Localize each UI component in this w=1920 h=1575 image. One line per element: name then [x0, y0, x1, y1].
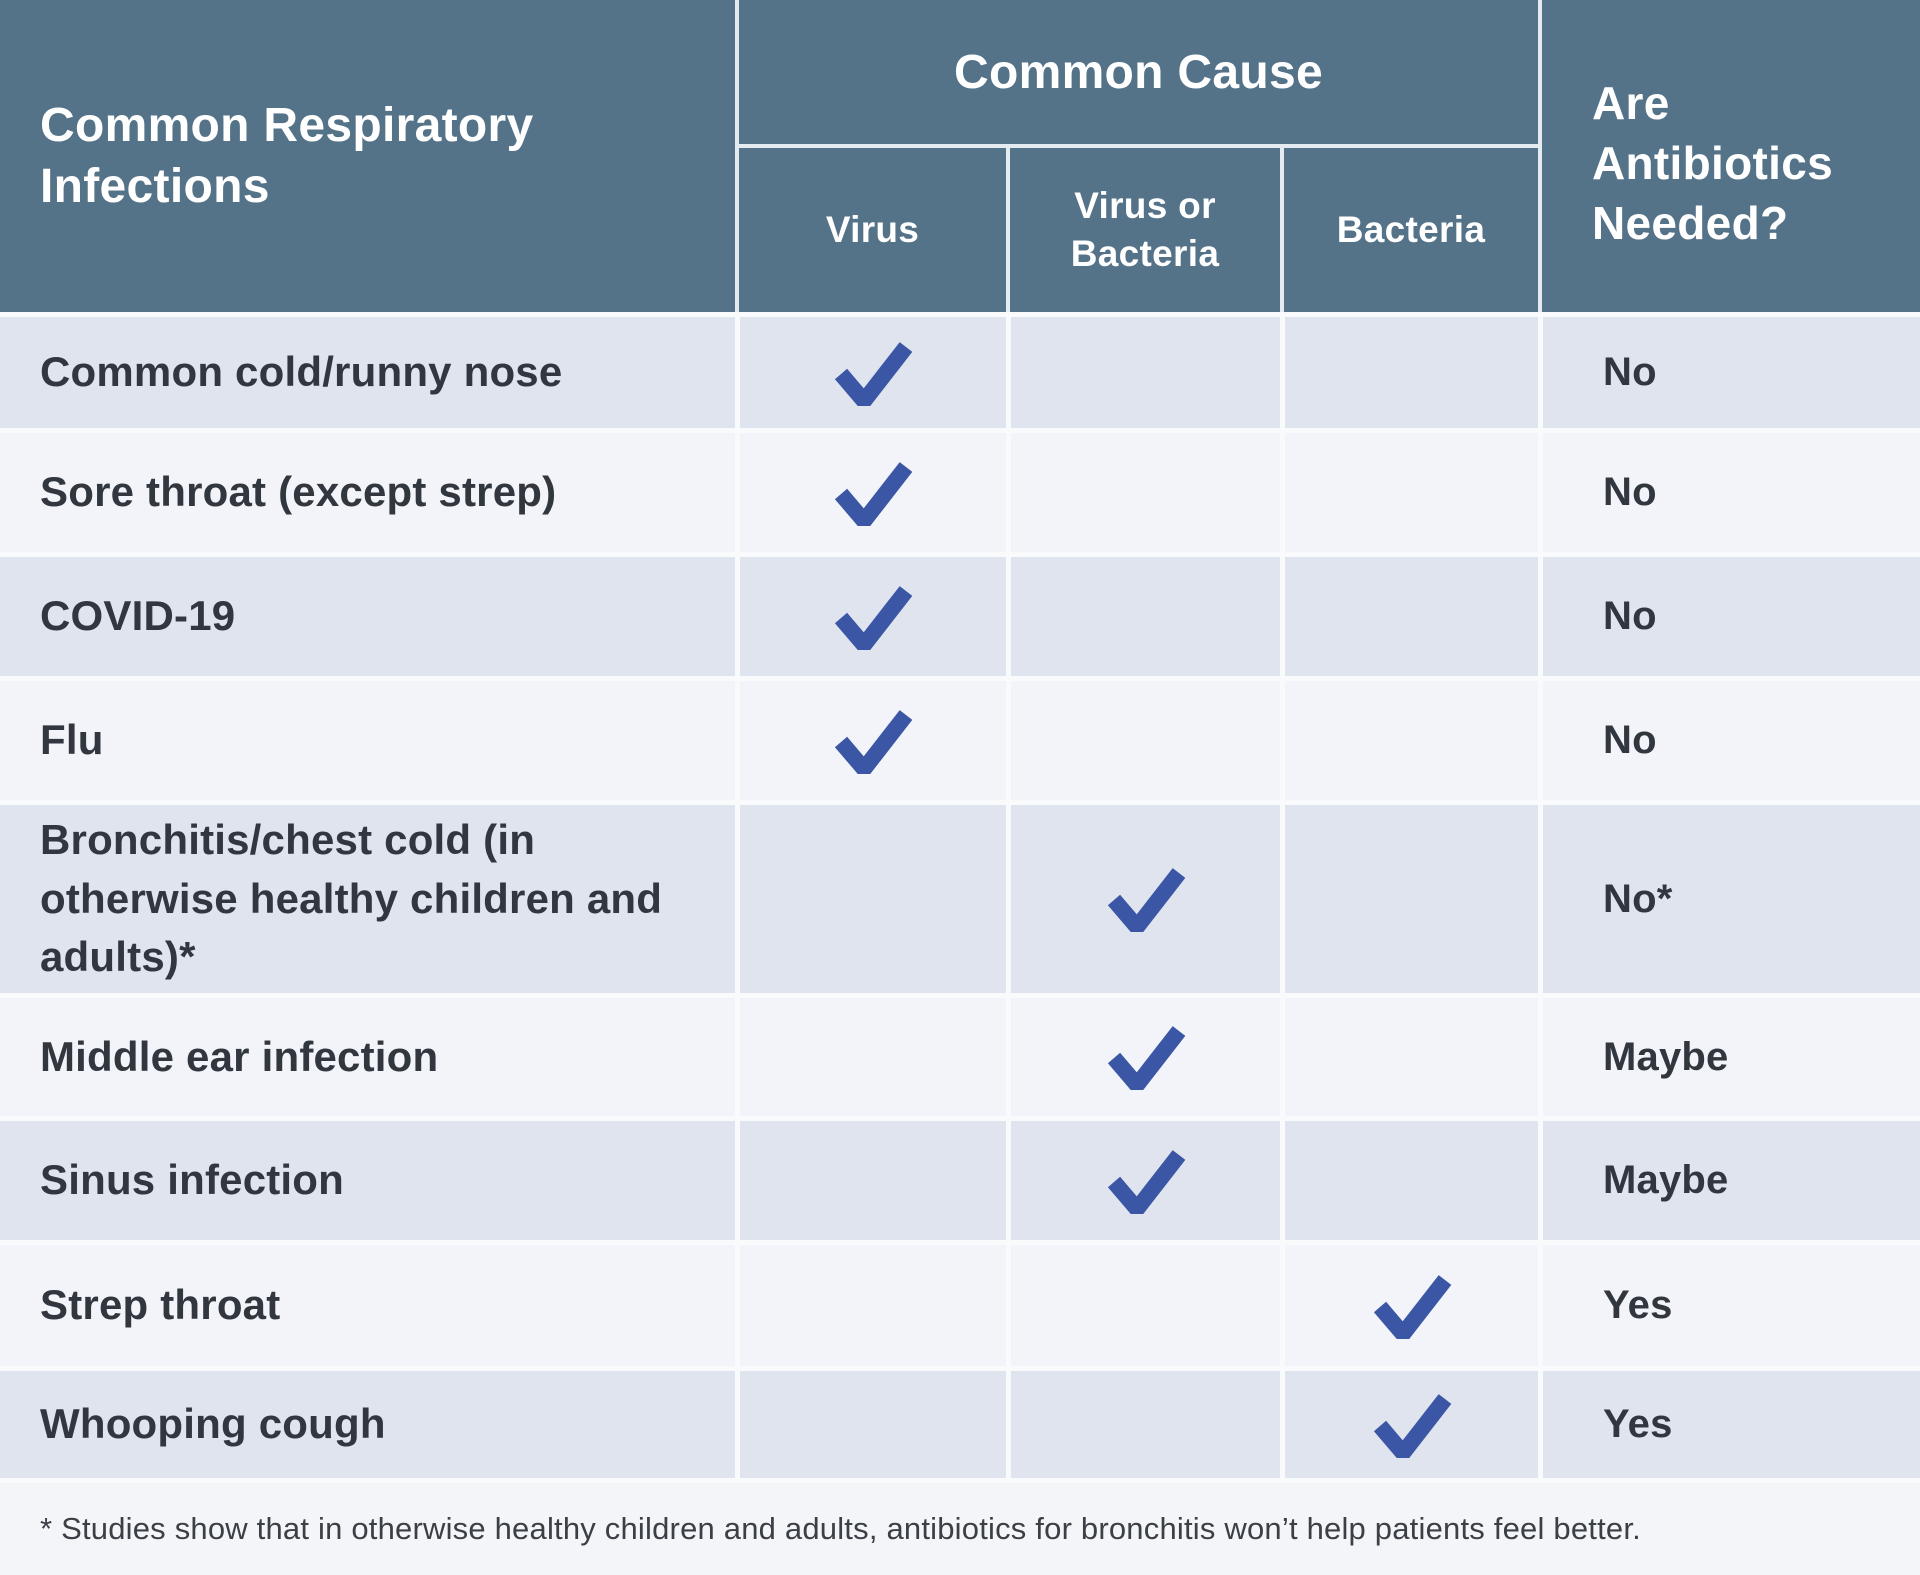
check-icon	[1107, 1149, 1185, 1214]
cause-cell-virus-or-bacteria	[1006, 428, 1280, 552]
check-icon	[1107, 1026, 1185, 1090]
cause-cell-virus-or-bacteria	[1006, 1240, 1280, 1366]
cause-cell-virus-or-bacteria	[1006, 552, 1280, 676]
answer-cell: Yes	[1538, 1240, 1920, 1366]
row-label: Sore throat (except strep)	[0, 428, 735, 552]
cause-cell-virus-or-bacteria	[1006, 800, 1280, 993]
column-header-virus: Virus	[735, 148, 1006, 312]
cause-cell-virus	[735, 552, 1006, 676]
check-icon	[1107, 868, 1185, 932]
cause-cell-virus	[735, 1366, 1006, 1478]
answer-cell: Maybe	[1538, 993, 1920, 1116]
cause-cell-bacteria	[1280, 312, 1538, 428]
cause-cell-virus-or-bacteria	[1006, 993, 1280, 1116]
cause-cell-bacteria	[1280, 552, 1538, 676]
cause-cell-bacteria	[1280, 1366, 1538, 1478]
check-icon	[834, 585, 913, 650]
row-label: Flu	[0, 676, 735, 800]
antibiotics-needed-header: Are Antibiotics Needed?	[1538, 0, 1920, 312]
answer-cell: No	[1538, 676, 1920, 800]
cause-cell-bacteria	[1280, 993, 1538, 1116]
row-label: Common cold/runny nose	[0, 312, 735, 428]
answer-cell: Yes	[1538, 1366, 1920, 1478]
cause-cell-virus-or-bacteria	[1006, 312, 1280, 428]
table-corner-header: Common Respiratory Infections	[0, 0, 735, 312]
cause-cell-bacteria	[1280, 1240, 1538, 1366]
cause-cell-bacteria	[1280, 676, 1538, 800]
cause-cell-bacteria	[1280, 800, 1538, 993]
cause-cell-virus	[735, 993, 1006, 1116]
cause-cell-virus	[735, 1116, 1006, 1240]
check-icon	[1373, 1274, 1451, 1339]
answer-cell: No	[1538, 312, 1920, 428]
common-cause-group-header: Common Cause	[735, 0, 1538, 148]
check-icon	[834, 709, 913, 774]
cause-cell-virus-or-bacteria	[1006, 1366, 1280, 1478]
row-label: Bronchitis/chest cold (in otherwise heal…	[0, 800, 735, 993]
check-icon	[834, 341, 913, 406]
row-label: Whooping cough	[0, 1366, 735, 1478]
cause-cell-virus-or-bacteria	[1006, 1116, 1280, 1240]
column-header-bacteria: Bacteria	[1280, 148, 1538, 312]
cause-cell-virus	[735, 428, 1006, 552]
row-label: Sinus infection	[0, 1116, 735, 1240]
row-label: Strep throat	[0, 1240, 735, 1366]
cause-cell-bacteria	[1280, 1116, 1538, 1240]
answer-cell: No	[1538, 552, 1920, 676]
table-footnote: * Studies show that in otherwise healthy…	[0, 1478, 1920, 1575]
cause-cell-virus	[735, 312, 1006, 428]
cause-cell-virus	[735, 1240, 1006, 1366]
answer-cell: No*	[1538, 800, 1920, 993]
row-label: COVID-19	[0, 552, 735, 676]
cause-cell-virus-or-bacteria	[1006, 676, 1280, 800]
row-label: Middle ear infection	[0, 993, 735, 1116]
answer-cell: Maybe	[1538, 1116, 1920, 1240]
cause-cell-virus	[735, 676, 1006, 800]
cause-cell-bacteria	[1280, 428, 1538, 552]
answer-cell: No	[1538, 428, 1920, 552]
cause-cell-virus	[735, 800, 1006, 993]
check-icon	[1373, 1393, 1451, 1458]
check-icon	[834, 461, 913, 526]
column-header-virus-or-bacteria: Virus or Bacteria	[1006, 148, 1280, 312]
